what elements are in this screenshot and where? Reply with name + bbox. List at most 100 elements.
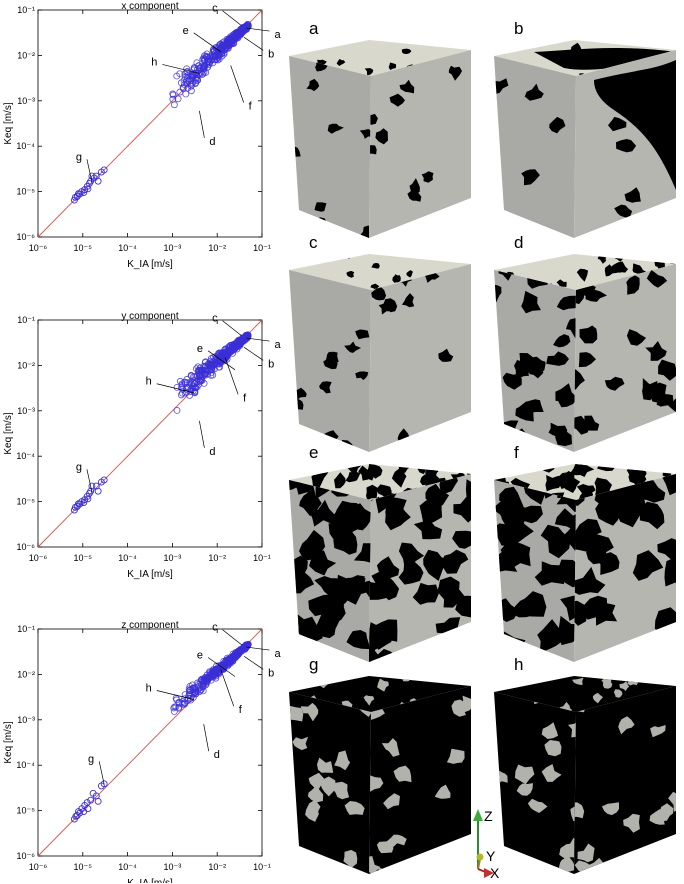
porous-cube-c: [289, 254, 471, 452]
data-point: [227, 40, 235, 48]
plot-frame: [37, 628, 263, 857]
data-point: [216, 360, 223, 368]
x-tick-label: 10⁻³: [164, 862, 182, 872]
annotation-label: c: [212, 622, 218, 634]
data-point: [186, 72, 194, 80]
data-point: [236, 339, 243, 347]
annotation-leader: [156, 383, 194, 394]
y-tick-label: 10⁻⁴: [16, 451, 35, 461]
y-tick-label: 10⁻¹: [17, 5, 35, 15]
porous-cube-b: [494, 40, 676, 238]
data-point: [183, 80, 191, 88]
x-axis-label: K_IA [m/s]: [127, 569, 173, 580]
data-point: [100, 166, 108, 174]
axes-triad: Z Y X: [466, 799, 506, 881]
cube-face-top: [289, 40, 471, 76]
data-point: [183, 383, 191, 391]
annotation-leader: [222, 629, 242, 646]
data-point: [179, 85, 187, 92]
x-arrow-icon: [484, 868, 494, 878]
data-point: [196, 684, 204, 692]
x-tick-label: 10⁻¹: [253, 553, 271, 563]
data-point: [176, 88, 184, 96]
porous-cube-f: [494, 464, 676, 662]
annotation-leader: [203, 724, 210, 752]
annotation-leader: [199, 110, 205, 138]
data-point: [194, 76, 201, 84]
data-point: [234, 337, 241, 345]
data-point: [204, 674, 212, 682]
annotation-label: a: [274, 339, 281, 351]
annotation-leader: [199, 420, 205, 448]
x-tick-label: 10⁻⁶: [29, 243, 48, 253]
porous-cube-g: [289, 676, 471, 874]
annotation-label: f: [249, 100, 253, 112]
z-arrow-icon: [473, 809, 483, 821]
data-point: [71, 503, 79, 511]
data-point: [211, 365, 218, 373]
annotation-label: a: [274, 648, 281, 660]
annotation-label: d: [209, 136, 215, 148]
data-point: [190, 70, 198, 78]
scatter-plots-column: 10⁻⁶ 10⁻⁵ 10⁻⁴ 10⁻³ 10⁻² 10⁻¹ 10⁻⁶ 10⁻⁵ 10⁻⁴ 10⁻³…: [3, 1, 281, 883]
y-axis-label: Keq [m/s]: [3, 412, 14, 454]
cube-label-f: f: [514, 443, 519, 462]
data-point: [200, 679, 207, 687]
data-point: [189, 384, 197, 392]
data-point: [201, 52, 209, 60]
annotation-label: f: [239, 704, 243, 716]
data-point: [223, 353, 230, 361]
x-tick-label: 10⁻³: [164, 243, 182, 253]
y-tick-label: 10⁻¹: [17, 315, 35, 325]
data-point: [215, 356, 222, 363]
cube-label-h: h: [514, 655, 524, 674]
cube-label-g: g: [309, 655, 319, 674]
data-point: [219, 42, 227, 49]
data-point: [94, 797, 102, 805]
y-axis-label: Keq [m/s]: [3, 721, 14, 763]
data-point: [173, 72, 181, 80]
data-point: [173, 406, 181, 414]
cube-face-right: [574, 686, 676, 874]
cube-face-left: [494, 56, 576, 238]
data-point: [85, 180, 93, 188]
data-point: [170, 101, 178, 109]
annotation-label: a: [274, 29, 281, 41]
data-point: [222, 657, 230, 665]
data-point: [72, 812, 80, 820]
y-tick-label: 10⁻⁵: [17, 497, 36, 507]
x-tick-label: 10⁻⁵: [74, 553, 93, 563]
porous-cube-h: [494, 676, 676, 874]
plot-title: x component: [121, 1, 178, 12]
annotation-label: c: [212, 3, 218, 15]
data-point: [178, 700, 186, 708]
annotation-leader: [86, 159, 93, 183]
annotation-leader: [243, 347, 264, 361]
data-point: [178, 384, 185, 392]
annotation-leader: [222, 320, 242, 337]
data-point: [191, 373, 199, 381]
annotation-label: g: [88, 753, 94, 765]
data-point: [188, 72, 196, 80]
data-point: [234, 651, 242, 658]
cube-face-right: [369, 686, 471, 874]
data-point: [219, 349, 226, 357]
cube-label-c: c: [309, 233, 318, 252]
data-point: [73, 812, 81, 819]
annotation-leader: [220, 669, 235, 707]
annotation-label: d: [214, 749, 220, 761]
cube-label-a: a: [309, 19, 319, 38]
scatter-plot-1: 10⁻⁶ 10⁻⁵ 10⁻⁴ 10⁻³ 10⁻² 10⁻¹ 10⁻⁶ 10⁻⁵ 10⁻⁴ 10⁻³…: [3, 1, 281, 270]
data-point: [202, 370, 209, 378]
y-tick-label: 10⁻⁶: [17, 232, 36, 242]
annotation-leader: [222, 10, 242, 27]
data-point: [176, 377, 184, 385]
data-point: [202, 362, 210, 370]
x-tick-label: 10⁻⁶: [29, 862, 48, 872]
data-point: [100, 780, 108, 788]
data-point: [170, 708, 178, 715]
x-tick-label: 10⁻⁵: [74, 862, 93, 872]
x-tick-label: 10⁻¹: [253, 862, 271, 872]
data-point: [197, 686, 205, 694]
annotation-leader: [86, 469, 93, 493]
